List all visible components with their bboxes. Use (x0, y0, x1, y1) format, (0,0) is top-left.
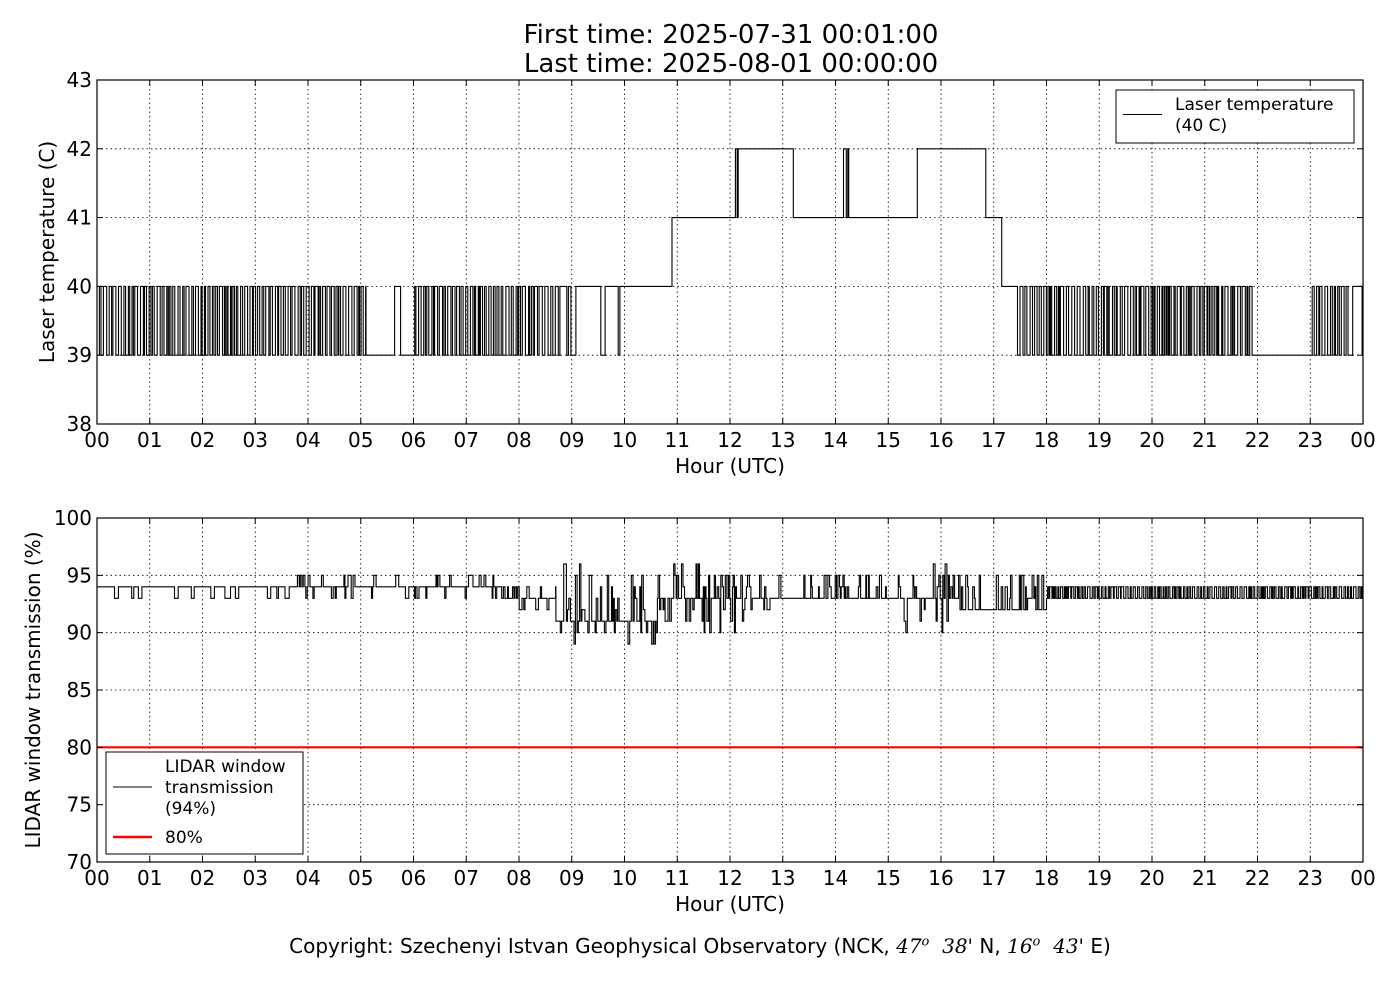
chart-canvas: First time: 2025-07-31 00:01:00 Last tim… (21, 20, 1376, 916)
copyright-footer: Copyright: Szechenyi Istvan Geophysical … (0, 934, 1400, 958)
y-tick-label: 75 (67, 793, 92, 817)
x-tick-label: 05 (348, 428, 373, 452)
x-tick-label: 11 (665, 866, 690, 890)
lidar-transmission-panel: 00 01 02 03 04 05 06 07 08 09 10 11 12 13 14 15 16 17 18 19… (21, 506, 1376, 916)
x-tick-label: 04 (295, 866, 320, 890)
footer-prefix: Copyright: Szechenyi Istvan Geophysical … (289, 934, 897, 958)
x-tick-label: 21 (1192, 428, 1217, 452)
latitude-degrees: 47 (896, 934, 922, 958)
x-tick-label: 20 (1139, 428, 1164, 452)
x-tick-label: 23 (1298, 866, 1323, 890)
y-axis-label: Laser temperature (C) (35, 141, 59, 363)
longitude-degree-symbol: o (1032, 934, 1041, 950)
x-tick-label: 06 (401, 428, 426, 452)
x-tick-label: 08 (506, 866, 531, 890)
y-tick-label: 43 (67, 68, 92, 92)
x-tick-label: 20 (1139, 866, 1164, 890)
y-tick-label: 85 (67, 678, 92, 702)
legend-label: transmission (165, 778, 274, 798)
chart-title-line1: First time: 2025-07-31 00:01:00 (524, 20, 939, 50)
x-tick-label: 02 (190, 866, 215, 890)
y-axis-label: LIDAR window transmission (%) (21, 532, 45, 849)
y-tick-label: 80 (67, 735, 92, 759)
x-tick-label: 17 (981, 866, 1006, 890)
y-tick-label: 38 (67, 412, 92, 436)
grid (97, 517, 1363, 863)
legend-label: LIDAR window (165, 757, 286, 777)
x-tick-label: 12 (717, 428, 742, 452)
x-tick-label: 18 (1034, 866, 1059, 890)
x-tick-label: 19 (1087, 866, 1112, 890)
longitude-minutes: 43' (1053, 934, 1085, 958)
x-tick-label: 07 (454, 428, 479, 452)
longitude-hemisphere: E) (1084, 934, 1111, 958)
x-tick-label: 08 (506, 428, 531, 452)
x-tick-label: 17 (981, 428, 1006, 452)
x-tick-label: 09 (559, 866, 584, 890)
x-tick-label: 15 (876, 428, 901, 452)
x-tick-label: 00 (84, 428, 109, 452)
x-tick-label: 18 (1034, 428, 1059, 452)
x-tick-label: 03 (243, 866, 268, 890)
x-tick-label: 06 (401, 866, 426, 890)
x-tick-label: 16 (928, 866, 953, 890)
latitude-degree-symbol: o (921, 934, 930, 950)
x-tick-label: 10 (612, 428, 637, 452)
longitude-degrees: 16 (1007, 934, 1033, 958)
x-tick-label: 02 (190, 428, 215, 452)
y-tick-label: 42 (67, 137, 92, 161)
legend-label: Laser temperature (1175, 95, 1333, 115)
y-tick-label: 70 (67, 850, 92, 874)
legend-label: (40 C) (1175, 116, 1227, 136)
x-axis-label: Hour (UTC) (675, 454, 785, 478)
x-tick-label: 15 (876, 866, 901, 890)
x-tick-label: 03 (243, 428, 268, 452)
legend-label: (94%) (165, 799, 216, 819)
series-line-laser-temperature-40-c- (97, 148, 1363, 356)
x-tick-label: 13 (770, 428, 795, 452)
x-tick-label: 23 (1298, 428, 1323, 452)
x-tick-label: 01 (137, 866, 162, 890)
x-tick-label: 21 (1192, 866, 1217, 890)
chart-title-line2: Last time: 2025-08-01 00:00:00 (524, 49, 938, 79)
x-tick-label: 05 (348, 866, 373, 890)
x-tick-label: 00 (1350, 428, 1375, 452)
x-tick-label: 10 (612, 866, 637, 890)
x-tick-label: 19 (1087, 428, 1112, 452)
x-tick-label: 22 (1245, 428, 1270, 452)
y-tick-label: 39 (67, 343, 92, 367)
x-axis-label: Hour (UTC) (675, 892, 785, 916)
legend-label: 80% (165, 828, 203, 848)
x-tick-label: 00 (1350, 866, 1375, 890)
x-tick-label: 16 (928, 428, 953, 452)
x-tick-label: 04 (295, 428, 320, 452)
y-tick-label: 100 (54, 506, 92, 530)
laser-temperature-panel: 00 01 02 03 04 05 06 07 08 09 10 11 12 13 14 15 16 17 18 19… (35, 68, 1376, 478)
x-tick-label: 13 (770, 866, 795, 890)
y-tick-label: 90 (67, 621, 92, 645)
x-tick-label: 14 (823, 866, 848, 890)
x-tick-label: 00 (84, 866, 109, 890)
x-tick-label: 22 (1245, 866, 1270, 890)
x-tick-label: 14 (823, 428, 848, 452)
y-tick-label: 95 (67, 563, 92, 587)
legend: Laser temperature(40 C) (1115, 89, 1355, 144)
x-tick-label: 12 (717, 866, 742, 890)
x-tick-label: 01 (137, 428, 162, 452)
y-tick-label: 41 (67, 206, 92, 230)
x-tick-label: 07 (454, 866, 479, 890)
latitude-hemisphere: N, (973, 934, 1008, 958)
grid (97, 79, 1363, 425)
legend-box (1115, 89, 1355, 144)
series-line-lidar-window-transmission-94- (97, 563, 1363, 645)
latitude-minutes: 38' (942, 934, 974, 958)
x-tick-label: 11 (665, 428, 690, 452)
y-tick-label: 40 (67, 274, 92, 298)
x-tick-label: 09 (559, 428, 584, 452)
